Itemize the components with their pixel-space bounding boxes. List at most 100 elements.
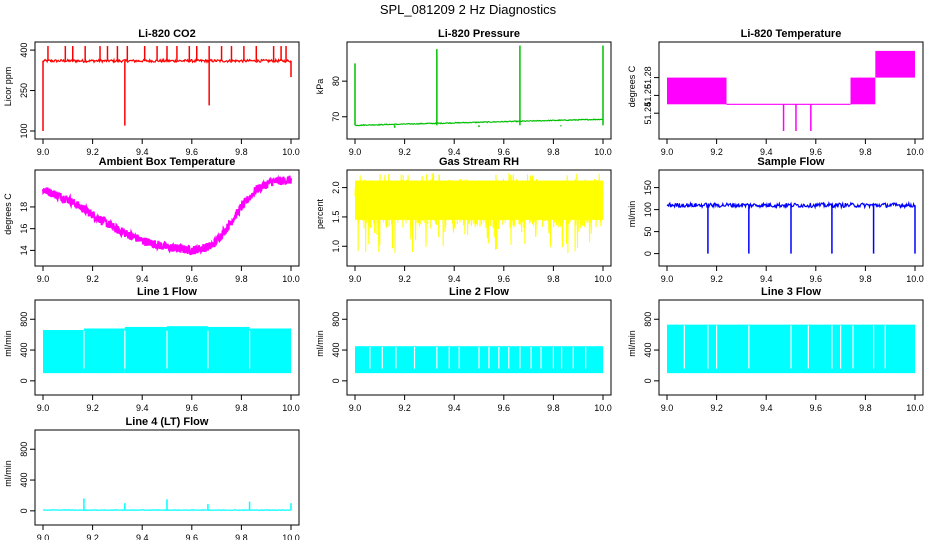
x-tick-label: 10.0 xyxy=(906,147,924,157)
y-tick-label: 150 xyxy=(643,180,653,195)
x-tick-label: 9.0 xyxy=(349,403,362,413)
x-tick-label: 9.8 xyxy=(235,533,248,540)
panel-5: Gas Stream RH percent 9.0 9.2 9.4 9.6 9.8 10.0 1… xyxy=(315,156,612,284)
plot-frame xyxy=(34,169,300,267)
plot-frame xyxy=(658,299,924,396)
y-tick-label: 100 xyxy=(643,202,653,217)
x-tick-label: 9.4 xyxy=(760,147,773,157)
x-tick-label: 9.8 xyxy=(235,274,248,284)
x-tick-label: 9.6 xyxy=(186,147,199,157)
y-tick-label: 0 xyxy=(331,378,341,383)
figure-title: SPL_081209 2 Hz Diagnostics xyxy=(380,2,557,17)
y-tick-label: 800 xyxy=(19,312,29,327)
y-tick-label: 400 xyxy=(643,343,653,358)
x-tick-label: 10.0 xyxy=(594,403,612,413)
x-tick-label: 10.0 xyxy=(906,403,924,413)
y-tick-label: 18 xyxy=(19,202,29,212)
y-tick-label: 400 xyxy=(19,473,29,488)
x-tick-label: 9.2 xyxy=(86,147,99,157)
pressure-trace xyxy=(355,118,604,127)
y-tick-label: 400 xyxy=(19,43,29,58)
x-tick-label: 9.8 xyxy=(547,403,560,413)
panel-title: Line 1 Flow xyxy=(137,286,197,298)
series-sample-flow xyxy=(666,200,916,254)
series-pressure xyxy=(354,45,604,128)
panel-title: Li-820 CO2 xyxy=(138,28,195,40)
panel-2: Li-820 Pressure kPa 9.0 9.2 9.4 9.6 9.8 10.0 70 8… xyxy=(315,28,612,157)
y-tick-label: 0 xyxy=(19,508,29,513)
y-axis-label: degrees C xyxy=(3,193,13,235)
x-tick-label: 9.8 xyxy=(859,147,872,157)
x-tick-label: 9.0 xyxy=(37,147,50,157)
x-tick-label: 9.4 xyxy=(136,533,149,540)
x-tick-label: 9.0 xyxy=(661,147,674,157)
x-tick-label: 10.0 xyxy=(906,274,924,284)
x-tick-label: 9.6 xyxy=(810,147,823,157)
panel-8: Line 2 Flow ml/min 9.0 9.2 9.4 9.6 9.8 10.0 0 400… xyxy=(315,286,612,413)
panel-title: Line 2 Flow xyxy=(449,286,509,298)
series-line-1 xyxy=(43,326,291,374)
x-tick-label: 9.0 xyxy=(37,403,50,413)
x-tick-label: 9.6 xyxy=(498,403,511,413)
panel-10: Line 4 (LT) Flow ml/min 9.0 9.2 9.4 9.6 9.8 10.… xyxy=(3,416,300,540)
x-tick-label: 10.0 xyxy=(594,147,612,157)
rh-band xyxy=(355,180,603,220)
plot-frame xyxy=(658,169,924,267)
y-tick-label: 800 xyxy=(643,312,653,327)
flow-band xyxy=(124,326,167,374)
x-tick-label: 9.4 xyxy=(448,274,461,284)
panel-9: Line 3 Flow ml/min 9.0 9.2 9.4 9.6 9.8 10.0 0 400… xyxy=(627,286,924,413)
series-co2 xyxy=(42,46,292,131)
x-tick-label: 9.2 xyxy=(710,403,723,413)
y-tick-label: 0 xyxy=(643,251,653,256)
x-tick-label: 10.0 xyxy=(282,533,300,540)
y-axis-label: percent xyxy=(315,198,325,229)
flow-band xyxy=(207,326,250,374)
x-tick-label: 9.6 xyxy=(186,533,199,540)
y-tick-label: 1.0 xyxy=(331,240,341,253)
plot-frame xyxy=(658,41,924,140)
x-tick-label: 9.2 xyxy=(86,274,99,284)
x-tick-label: 10.0 xyxy=(282,147,300,157)
x-tick-label: 9.4 xyxy=(760,274,773,284)
x-tick-label: 9.8 xyxy=(859,403,872,413)
x-tick-label: 9.6 xyxy=(498,274,511,284)
x-tick-label: 9.2 xyxy=(86,533,99,540)
x-tick-label: 9.4 xyxy=(448,147,461,157)
y-tick-label: 250 xyxy=(19,83,29,98)
x-tick-label: 10.0 xyxy=(594,274,612,284)
flow-band xyxy=(43,330,84,374)
panel-title: Line 3 Flow xyxy=(761,286,821,298)
y-axis-label: Licor ppm xyxy=(3,67,13,107)
y-tick-label: 50 xyxy=(643,227,653,237)
y-tick-label: 800 xyxy=(19,442,29,457)
x-tick-label: 9.2 xyxy=(710,274,723,284)
x-tick-label: 9.8 xyxy=(235,403,248,413)
panel-title: Ambient Box Temperature xyxy=(99,156,236,168)
y-axis-label: ml/min xyxy=(3,330,13,357)
series-box-temperature xyxy=(42,174,292,256)
panel-3: Li-820 Temperature degrees C 9.0 9.2 9.4 9.6 9… xyxy=(627,28,924,157)
panel-title: Li-820 Pressure xyxy=(438,28,520,40)
plot-frame xyxy=(346,41,612,140)
x-tick-label: 9.0 xyxy=(349,274,362,284)
x-tick-label: 9.4 xyxy=(760,403,773,413)
panel-7: Line 1 Flow ml/min 9.0 9.2 9.4 9.6 9.8 10.0 0 400… xyxy=(3,286,300,413)
x-tick-label: 9.0 xyxy=(661,403,674,413)
x-tick-label: 9.2 xyxy=(398,147,411,157)
panel-title: Gas Stream RH xyxy=(439,156,519,168)
y-tick-label: 800 xyxy=(331,312,341,327)
x-tick-label: 9.2 xyxy=(86,403,99,413)
panel-4: Ambient Box Temperature degrees C 9.0 9.2 9.… xyxy=(3,156,300,284)
plot-frame xyxy=(34,299,300,396)
x-tick-label: 9.4 xyxy=(136,403,149,413)
x-tick-label: 9.8 xyxy=(547,147,560,157)
y-axis-label: ml/min xyxy=(627,330,637,357)
flow-band xyxy=(83,328,125,374)
panel-6: Sample Flow ml/min 9.0 9.2 9.4 9.6 9.8 10.0 0 50 1… xyxy=(627,156,924,284)
plot-frame xyxy=(346,169,612,267)
x-tick-label: 9.0 xyxy=(661,274,674,284)
y-tick-label: 70 xyxy=(331,112,341,122)
y-axis-label: ml/min xyxy=(627,201,637,228)
